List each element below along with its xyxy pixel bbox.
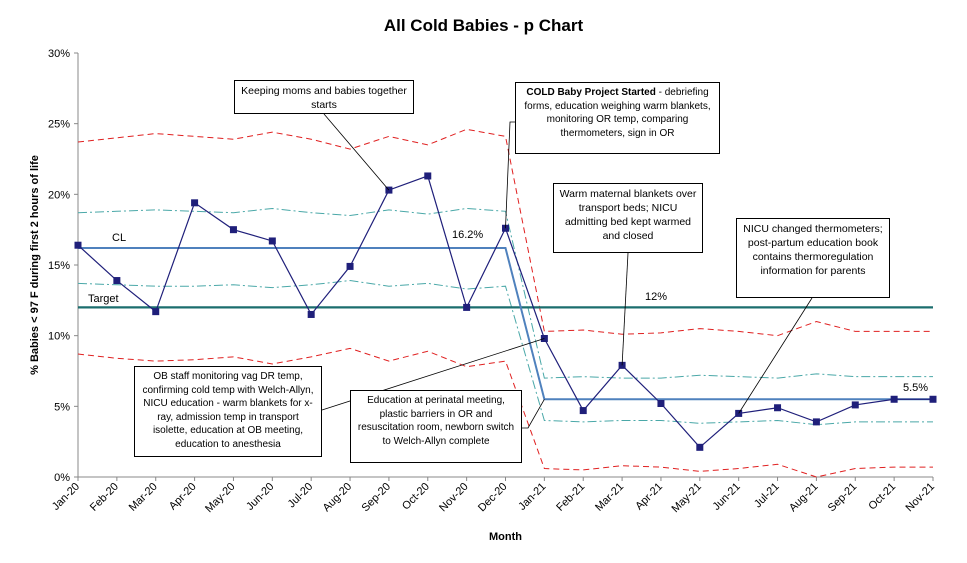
leader-nicu-thermometers <box>738 297 813 414</box>
x-tick-label: Jun-21 <box>711 481 743 513</box>
data-point <box>696 443 704 451</box>
x-tick-label: Dec-20 <box>476 481 510 515</box>
data-point <box>774 404 782 412</box>
y-tick-label: 15% <box>48 260 70 272</box>
annotation-keeping-moms: Keeping moms and babies together starts <box>234 80 414 114</box>
x-tick-label: May-20 <box>203 481 237 515</box>
annotation-cold-baby-project-title: COLD Baby Project Started <box>526 87 656 98</box>
data-point <box>113 277 121 285</box>
y-tick-label: 25% <box>48 119 70 131</box>
leader-cold-baby-project <box>505 121 515 229</box>
leader-warm-blankets <box>621 252 629 366</box>
data-point <box>346 262 354 270</box>
x-tick-label: Nov-20 <box>437 481 471 515</box>
leader-education-perinatal <box>522 399 545 429</box>
ucl-line <box>77 128 933 337</box>
cl-before-value-label: 16.2% <box>452 229 483 241</box>
cl-label: CL <box>112 232 126 244</box>
data-point <box>851 401 859 409</box>
data-point <box>229 226 237 234</box>
data-point <box>463 303 471 311</box>
cl-after-value-label: 5.5% <box>903 382 928 394</box>
annotation-nicu-thermometers: NICU changed thermometers; post-partum e… <box>736 218 890 298</box>
data-point <box>152 308 160 316</box>
lower-2sigma-line <box>77 280 933 426</box>
x-tick-label: Apr-20 <box>167 481 199 513</box>
x-axis-title: Month <box>489 531 522 543</box>
x-tick-label: Feb-20 <box>88 481 121 514</box>
lcl-line <box>77 347 933 478</box>
data-point <box>424 172 432 180</box>
data-point <box>74 241 82 249</box>
x-tick-label: Jul-21 <box>752 481 782 511</box>
x-tick-label: May-21 <box>670 481 704 515</box>
x-tick-label: Mar-20 <box>127 481 160 514</box>
y-axis-title: % Babies < 97 F during first 2 hours of … <box>29 155 41 375</box>
data-point <box>812 418 820 426</box>
y-tick-label: 10% <box>48 331 70 343</box>
x-tick-label: Oct-20 <box>400 481 432 513</box>
chart-title: All Cold Babies - p Chart <box>383 16 584 35</box>
x-tick-label: Apr-21 <box>633 481 665 513</box>
x-tick-label: Sep-20 <box>359 481 393 515</box>
data-point <box>890 395 898 403</box>
annotation-education-perinatal: Education at perinatal meeting, plastic … <box>350 390 522 463</box>
data-point <box>268 237 276 245</box>
y-tick-label: 0% <box>54 472 70 484</box>
target-label: Target <box>88 293 119 305</box>
y-tick-label: 5% <box>54 401 70 413</box>
annotation-cold-baby-project: COLD Baby Project Started - debriefing f… <box>515 82 720 154</box>
x-tick-label: Nov-21 <box>904 481 938 515</box>
x-tick-label: Jan-20 <box>50 481 82 513</box>
data-point <box>579 407 587 415</box>
x-tick-label: Jun-20 <box>244 481 276 513</box>
annotation-ob-staff: OB staff monitoring vag DR temp, confirm… <box>134 366 322 457</box>
data-point <box>191 199 199 207</box>
data-point <box>929 395 937 403</box>
y-tick-label: 30% <box>48 48 70 60</box>
x-tick-label: Feb-21 <box>554 481 587 514</box>
target-value-label: 12% <box>645 291 667 303</box>
x-tick-label: Mar-21 <box>593 481 626 514</box>
x-tick-label: Sep-21 <box>826 481 860 515</box>
x-tick-label: Oct-21 <box>866 481 898 513</box>
x-tick-label: Jan-21 <box>516 481 548 513</box>
data-point <box>307 310 315 318</box>
upper-2sigma-line <box>77 207 933 379</box>
y-tick-label: 20% <box>48 189 70 201</box>
x-tick-label: Aug-21 <box>787 481 821 515</box>
leader-keeping-moms <box>323 113 390 191</box>
annotation-cold-baby-project-text: - debriefing forms, education weighing w… <box>524 87 711 139</box>
x-tick-label: Jul-20 <box>286 481 316 511</box>
center-line <box>78 247 933 401</box>
annotation-warm-blankets: Warm maternal blankets over transport be… <box>553 183 703 253</box>
data-point <box>657 400 665 408</box>
x-tick-label: Aug-20 <box>321 481 355 515</box>
